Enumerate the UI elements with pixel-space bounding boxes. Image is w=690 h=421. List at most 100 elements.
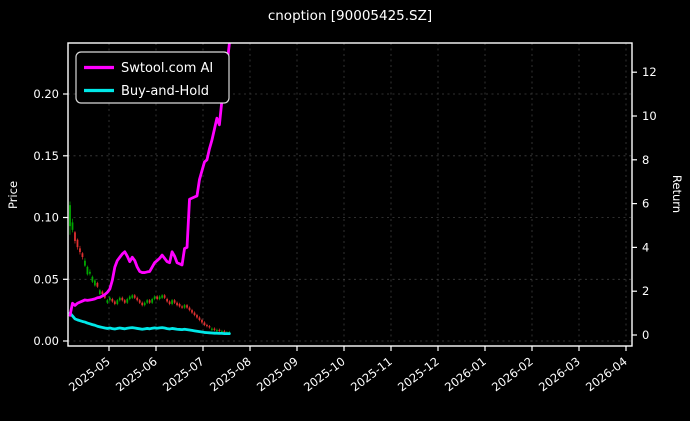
candle-body-up xyxy=(106,300,109,303)
candle-body-down xyxy=(76,239,79,248)
candle-body-down xyxy=(178,303,181,307)
candle-body-up xyxy=(71,222,74,230)
y-right-tick-label: 10 xyxy=(642,109,657,123)
chart-title: cnoption [90005425.SZ] xyxy=(268,8,432,24)
y-right-tick-label: 2 xyxy=(642,284,649,298)
candle-body-up xyxy=(128,296,131,300)
candle-body-down xyxy=(156,296,159,300)
strategy-series-line xyxy=(68,42,231,317)
candle-body-up xyxy=(118,297,121,301)
candle-body-up xyxy=(211,328,213,330)
y-right-tick-label: 4 xyxy=(642,240,649,254)
candle-body-up xyxy=(86,266,89,275)
candle-body-up xyxy=(183,305,186,308)
candle-body-down xyxy=(206,324,208,327)
candle-body-down xyxy=(103,295,106,298)
candle-body-down xyxy=(123,300,126,303)
candle-body-down xyxy=(74,232,76,241)
grid-layer xyxy=(68,43,632,346)
candle-body-up xyxy=(84,260,86,266)
candle-body-up xyxy=(153,296,156,300)
x-tick-label: 2025-09 xyxy=(254,354,301,394)
candle-body-down xyxy=(196,315,198,318)
candle-body-up xyxy=(69,205,71,227)
candle-body-up xyxy=(98,290,101,295)
candle-body-down xyxy=(173,300,176,303)
y-left-tick-label: 0.10 xyxy=(33,211,59,225)
candle-body-down xyxy=(166,299,169,302)
candle-body-down xyxy=(111,299,114,302)
candle-body-down xyxy=(79,248,81,253)
candle-body-down xyxy=(218,329,221,332)
candle-body-up xyxy=(126,299,129,303)
candle-body-down xyxy=(133,295,136,298)
candle-body-up xyxy=(131,295,134,298)
candle-body-up xyxy=(171,300,173,304)
x-tick-label: 2025-06 xyxy=(113,354,160,394)
candle-body-down xyxy=(188,307,191,311)
legend-label-strategy: Swtool.com AI xyxy=(121,61,213,76)
candle-body-down xyxy=(163,295,166,298)
x-tick-label: 2025-10 xyxy=(301,354,348,394)
candle-body-up xyxy=(161,295,164,298)
candle-body-up xyxy=(216,329,218,332)
candle-body-up xyxy=(108,297,111,301)
x-tick-label: 2025-11 xyxy=(348,354,395,394)
y-right-tick-label: 0 xyxy=(642,328,649,342)
y-left-axis-label: Price xyxy=(6,181,20,209)
candle-body-down xyxy=(138,300,141,303)
candle-body-down xyxy=(176,302,178,306)
candle-body-down xyxy=(213,328,216,330)
y-right-tick-label: 6 xyxy=(642,197,649,211)
buy-and-hold-series-line xyxy=(68,311,231,336)
candle-body-down xyxy=(181,306,183,308)
candle-body-down xyxy=(191,310,193,313)
candle-body-down xyxy=(101,291,104,295)
candle-body-up xyxy=(146,300,149,303)
candle-body-down xyxy=(186,305,188,308)
y-right-tick-label: 8 xyxy=(642,153,649,167)
candle-body-up xyxy=(91,276,94,282)
x-tick-label: 2026-02 xyxy=(489,354,536,394)
candle-body-up xyxy=(158,296,161,300)
x-tick-label: 2025-07 xyxy=(160,354,207,394)
candle-body-down xyxy=(113,301,116,304)
x-tick-label: 2025-12 xyxy=(395,354,442,394)
candle-body-down xyxy=(198,317,201,321)
candle-body-down xyxy=(223,331,226,333)
x-tick-label: 2026-01 xyxy=(442,354,489,394)
x-tick-label: 2026-03 xyxy=(536,354,583,394)
candle-body-down xyxy=(168,301,171,304)
candle-body-down xyxy=(203,322,206,325)
y-left-tick-label: 0.20 xyxy=(33,87,59,101)
candle-body-up xyxy=(143,302,146,306)
candle-body-down xyxy=(81,253,84,258)
legend-label-buyhold: Buy-and-Hold xyxy=(121,84,209,99)
candle-body-up xyxy=(94,280,96,286)
candle-body-down xyxy=(136,297,139,301)
series-layer xyxy=(68,42,231,336)
candle-body-up xyxy=(220,331,223,333)
candle-body-down xyxy=(193,312,196,316)
candle-body-up xyxy=(151,299,154,303)
legend: Swtool.com AI Buy-and-Hold xyxy=(75,51,230,104)
candle-body-down xyxy=(201,320,203,323)
x-tick-label: 2025-08 xyxy=(207,354,254,394)
y-right-axis-label: Return xyxy=(670,175,684,213)
candle-body-down xyxy=(148,300,151,303)
y-left-tick-label: 0.15 xyxy=(33,149,59,163)
candle-body-down xyxy=(141,302,144,306)
candles-layer xyxy=(69,201,231,335)
candle-body-down xyxy=(208,326,211,328)
y-left-tick-label: 0.00 xyxy=(33,334,59,348)
candle-body-up xyxy=(116,300,119,304)
y-right-tick-label: 12 xyxy=(642,65,657,79)
plot-border xyxy=(67,42,633,347)
y-left-tick-label: 0.05 xyxy=(33,272,59,286)
x-tick-label: 2025-05 xyxy=(66,354,113,394)
candle-body-down xyxy=(121,297,124,301)
axes-spines xyxy=(67,42,633,347)
